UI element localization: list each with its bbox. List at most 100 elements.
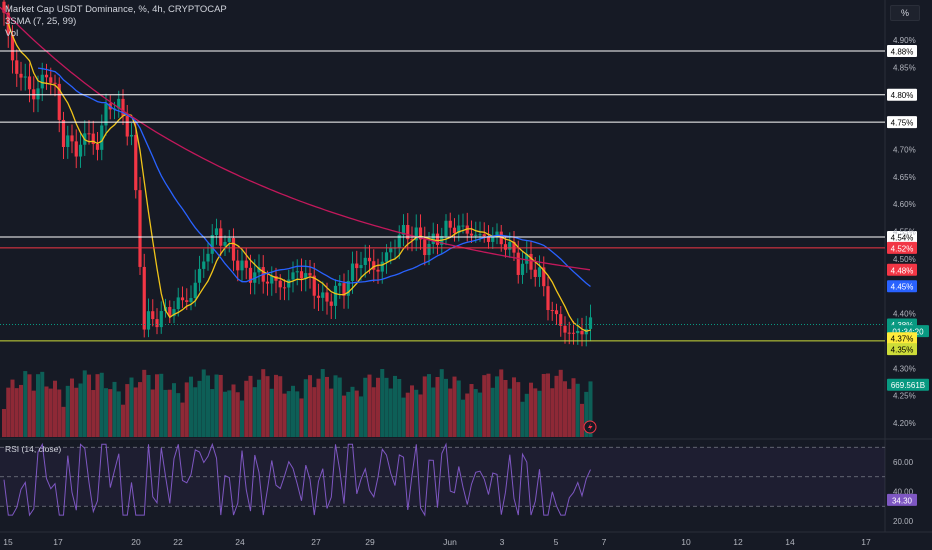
volume-bar — [40, 371, 45, 437]
volume-bar — [261, 369, 266, 437]
volume-bar — [541, 373, 546, 437]
hline-tag-label: 4.52% — [891, 244, 914, 253]
candle-body — [384, 252, 389, 262]
volume-bar — [473, 389, 478, 437]
candle-body — [176, 297, 180, 310]
volume-bar — [337, 377, 342, 437]
volume-bar — [499, 369, 504, 437]
volume-bar — [465, 393, 470, 437]
volume-bar — [197, 380, 202, 437]
volume-indicator-label[interactable]: Vol — [5, 28, 19, 39]
volume-bar — [214, 374, 219, 437]
axis-badge-label: 01:34:20 — [892, 328, 924, 337]
candle-body — [533, 269, 537, 277]
candle-body — [554, 310, 559, 315]
candle-body — [350, 263, 355, 281]
volume-bar — [410, 385, 414, 437]
sma-99-line — [0, 6, 591, 271]
volume-bar — [563, 381, 567, 437]
volume-bar — [82, 370, 87, 437]
volume-bar — [112, 381, 117, 437]
axis-badge-label: 4.48% — [891, 266, 914, 275]
axis-badge-label: 4.37% — [891, 335, 914, 344]
candle-body — [503, 244, 508, 250]
candle-body — [223, 241, 227, 246]
time-tick-label: 20 — [131, 537, 141, 547]
candle-body — [138, 190, 142, 267]
candle-body — [2, 1, 6, 13]
volume-bar — [524, 393, 529, 437]
volume-bar — [36, 374, 40, 437]
volume-bar — [325, 376, 329, 437]
volume-bar — [516, 382, 521, 437]
volume-bar — [53, 380, 57, 437]
volume-bar — [23, 371, 28, 437]
candle-body — [231, 238, 236, 261]
volume-bar — [133, 387, 138, 437]
candle-body — [57, 83, 61, 120]
volume-bar — [503, 380, 508, 437]
volume-bar — [308, 375, 312, 437]
volume-bar — [65, 385, 70, 437]
rsi-tick-label: 20.00 — [893, 517, 914, 526]
candles-layer — [2, 0, 593, 437]
volume-bar — [482, 375, 487, 437]
candle-body — [202, 261, 206, 269]
candle-body — [159, 311, 163, 328]
lightning-icon[interactable] — [583, 420, 597, 434]
candle-body — [155, 319, 159, 328]
volume-bar — [427, 374, 431, 437]
candle-body — [414, 227, 418, 241]
volume-bar — [320, 369, 325, 437]
volume-bar — [575, 383, 580, 437]
candle-body — [567, 332, 571, 334]
candle-body — [546, 286, 550, 311]
sma-indicator-label[interactable]: 3SMA (7, 25, 99) — [5, 16, 77, 27]
axis-badge-bg — [887, 343, 917, 356]
price-scale-unit-button[interactable]: % — [890, 5, 920, 21]
candle-body — [563, 325, 567, 333]
candle-body — [295, 271, 299, 273]
volume-bar — [291, 385, 295, 437]
candle-body — [571, 332, 576, 334]
candle-body — [100, 125, 104, 150]
volume-bar — [163, 389, 168, 437]
candle-body — [342, 283, 346, 296]
candle-body — [363, 257, 367, 265]
price-tick-label: 4.50% — [893, 255, 916, 264]
candle-body — [270, 275, 274, 284]
time-tick-label: 15 — [3, 537, 13, 547]
candle-body — [27, 76, 32, 90]
volume-bar — [172, 383, 176, 437]
candle-body — [512, 241, 516, 253]
rsi-line — [3, 442, 591, 517]
volume-bar — [401, 397, 406, 437]
volume-bar — [571, 378, 576, 437]
volume-bar — [193, 387, 198, 437]
rsi-indicator-label[interactable]: RSI (14, close) — [5, 444, 62, 454]
volume-bar — [265, 376, 270, 437]
volume-bar — [431, 387, 436, 437]
candle-body — [206, 253, 210, 262]
price-tick-label: 4.70% — [893, 145, 916, 154]
candle-body — [333, 285, 338, 306]
volume-bar — [350, 386, 355, 437]
candle-body — [227, 238, 231, 242]
candle-body — [367, 257, 372, 262]
volume-bar — [384, 377, 389, 437]
candle-body — [210, 234, 214, 254]
volume-bar — [142, 369, 147, 437]
price-tick-label: 4.90% — [893, 36, 916, 45]
volume-bar — [125, 384, 130, 437]
volume-bar — [388, 388, 393, 437]
candle-body — [125, 115, 129, 137]
candle-body — [168, 306, 172, 317]
volume-bar — [274, 374, 278, 437]
candle-body — [44, 74, 49, 78]
candle-body — [142, 266, 146, 330]
candle-body — [304, 273, 308, 279]
candle-body — [508, 241, 512, 250]
volume-bar — [376, 377, 380, 437]
candle-body — [482, 234, 486, 237]
